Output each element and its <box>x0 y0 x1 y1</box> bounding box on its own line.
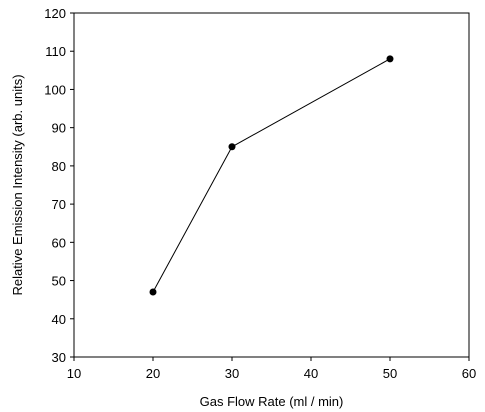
y-tick-label: 110 <box>45 44 66 59</box>
series-line <box>152 58 391 293</box>
y-tick-label: 60 <box>52 235 66 250</box>
plot-frame <box>73 12 470 358</box>
x-tick-label: 10 <box>67 366 81 381</box>
y-tick-label: 70 <box>52 197 66 212</box>
x-tick-label: 50 <box>383 366 397 381</box>
y-tick-label: 100 <box>44 82 66 97</box>
y-tick-label: 120 <box>44 6 66 21</box>
x-tick-label: 60 <box>462 366 476 381</box>
x-tick-label: 40 <box>304 366 318 381</box>
x-tick-label: 20 <box>146 366 160 381</box>
data-point <box>228 143 236 151</box>
y-tick-label: 80 <box>52 159 66 174</box>
y-axis-title: Relative Emission Intensity (arb. units) <box>10 74 25 295</box>
y-tick-label: 90 <box>52 121 66 136</box>
y-tick-label: 50 <box>52 274 66 289</box>
x-axis-title: Gas Flow Rate (ml / min) <box>200 394 344 409</box>
y-tick-label: 30 <box>52 350 66 365</box>
data-point <box>149 288 157 296</box>
series-layer <box>149 55 394 296</box>
x-axis-ticks: 10 20 30 40 50 60 <box>67 357 476 381</box>
x-tick-label: 30 <box>225 366 239 381</box>
data-point <box>386 55 394 63</box>
y-axis-ticks: 30 40 50 60 70 80 90 100 110 120 <box>44 6 74 365</box>
y-tick-label: 40 <box>52 312 66 327</box>
